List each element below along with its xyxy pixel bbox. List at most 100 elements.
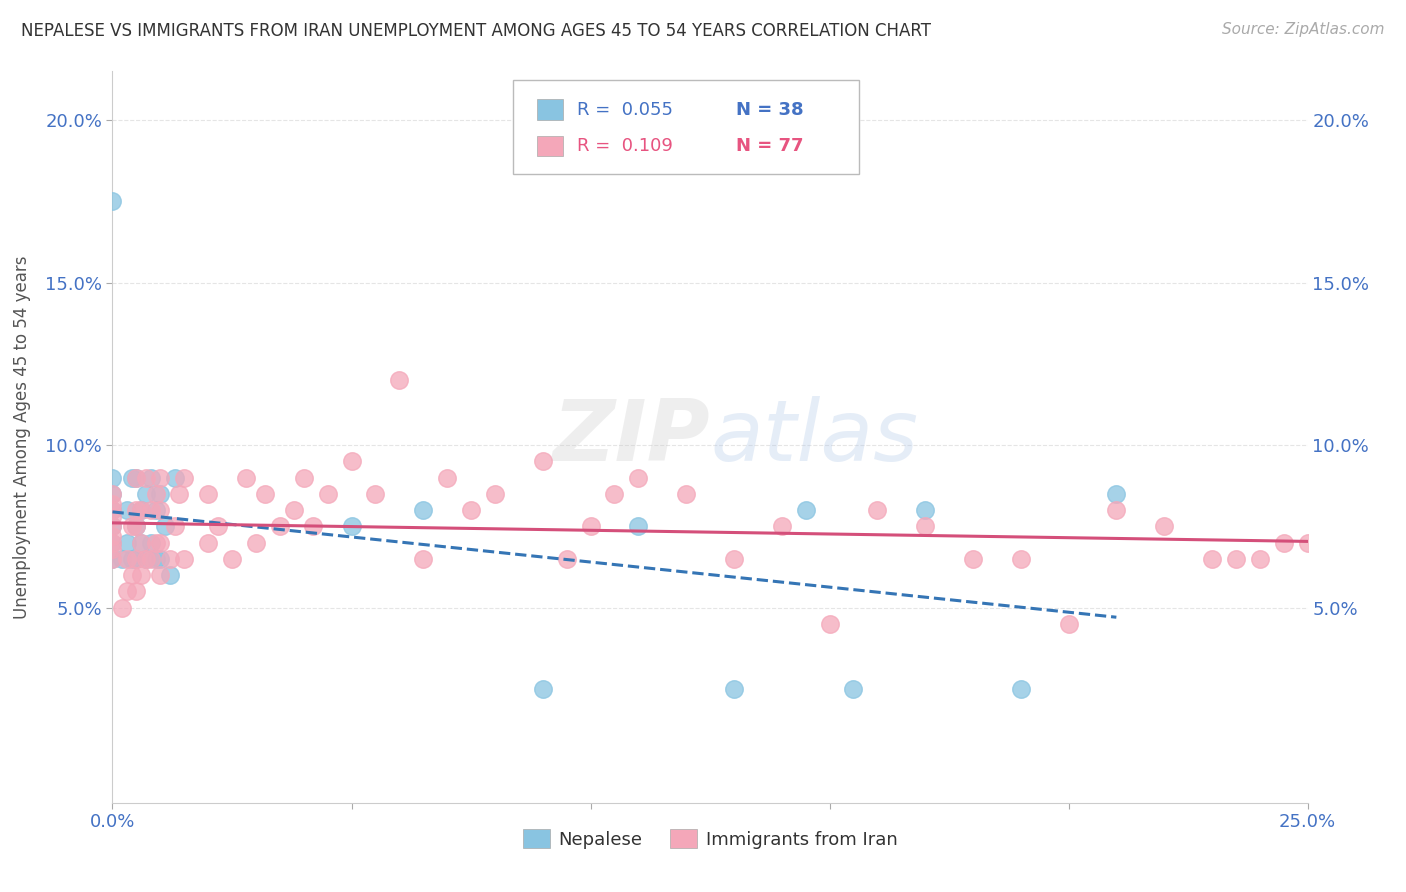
Point — [531, 681, 554, 696]
Point — [129, 568, 152, 582]
Point — [340, 519, 363, 533]
Point — [129, 503, 152, 517]
Point — [197, 535, 219, 549]
Point — [125, 519, 148, 533]
Point — [149, 568, 172, 582]
Point — [1296, 535, 1319, 549]
Point — [962, 552, 984, 566]
Point — [129, 535, 152, 549]
Point — [460, 503, 482, 517]
Point — [145, 503, 167, 517]
Point — [101, 503, 124, 517]
FancyBboxPatch shape — [537, 99, 562, 120]
Point — [197, 487, 219, 501]
Point — [115, 552, 138, 566]
Point — [125, 584, 148, 599]
Point — [135, 471, 157, 485]
Point — [173, 552, 195, 566]
Point — [1105, 487, 1128, 501]
Text: Source: ZipAtlas.com: Source: ZipAtlas.com — [1222, 22, 1385, 37]
Point — [1249, 552, 1271, 566]
Point — [149, 552, 172, 566]
Point — [603, 487, 626, 501]
Point — [139, 471, 162, 485]
Point — [139, 535, 162, 549]
Point — [139, 503, 162, 517]
Point — [129, 503, 152, 517]
Point — [125, 552, 148, 566]
Point — [1272, 535, 1295, 549]
Point — [115, 584, 138, 599]
Point — [1010, 552, 1032, 566]
Point — [149, 535, 172, 549]
Point — [101, 509, 124, 524]
Point — [364, 487, 387, 501]
Point — [1225, 552, 1247, 566]
Point — [101, 503, 124, 517]
Point — [135, 552, 157, 566]
Point — [169, 487, 191, 501]
Text: ZIP: ZIP — [553, 395, 710, 479]
Point — [101, 535, 124, 549]
Point — [292, 471, 315, 485]
Point — [115, 535, 138, 549]
Text: NEPALESE VS IMMIGRANTS FROM IRAN UNEMPLOYMENT AMONG AGES 45 TO 54 YEARS CORRELAT: NEPALESE VS IMMIGRANTS FROM IRAN UNEMPLO… — [21, 22, 931, 40]
Point — [125, 503, 148, 517]
Point — [149, 487, 172, 501]
Point — [436, 471, 458, 485]
Point — [283, 503, 305, 517]
Point — [627, 471, 650, 485]
Point — [101, 487, 124, 501]
Point — [101, 519, 124, 533]
Point — [484, 487, 506, 501]
Point — [627, 519, 650, 533]
Point — [125, 471, 148, 485]
Point — [101, 497, 124, 511]
Point — [139, 552, 162, 566]
Point — [842, 681, 865, 696]
Point — [101, 471, 124, 485]
Legend: Nepalese, Immigrants from Iran: Nepalese, Immigrants from Iran — [515, 822, 905, 856]
Point — [269, 519, 291, 533]
Point — [101, 487, 124, 501]
Point — [111, 552, 134, 566]
Point — [579, 519, 602, 533]
Point — [101, 519, 124, 533]
Point — [302, 519, 325, 533]
Point — [101, 552, 124, 566]
Point — [914, 503, 936, 517]
Point — [101, 535, 124, 549]
Point — [159, 552, 181, 566]
Point — [207, 519, 229, 533]
Point — [1105, 503, 1128, 517]
Point — [531, 454, 554, 468]
Point — [145, 535, 167, 549]
Point — [153, 519, 176, 533]
Point — [145, 552, 167, 566]
Point — [794, 503, 817, 517]
FancyBboxPatch shape — [513, 80, 859, 174]
Point — [1153, 519, 1175, 533]
Y-axis label: Unemployment Among Ages 45 to 54 years: Unemployment Among Ages 45 to 54 years — [13, 255, 31, 619]
Text: N = 77: N = 77 — [737, 137, 804, 155]
Point — [101, 529, 124, 543]
Point — [914, 519, 936, 533]
Point — [1010, 681, 1032, 696]
Text: R =  0.055: R = 0.055 — [578, 101, 673, 119]
Point — [115, 503, 138, 517]
Point — [163, 471, 186, 485]
Point — [163, 519, 186, 533]
Point — [254, 487, 277, 501]
Point — [412, 552, 434, 566]
Point — [235, 471, 257, 485]
Point — [135, 487, 157, 501]
Point — [723, 552, 745, 566]
Point — [173, 471, 195, 485]
Point — [1201, 552, 1223, 566]
Point — [121, 471, 143, 485]
Point — [145, 487, 167, 501]
Point — [135, 552, 157, 566]
Point — [675, 487, 697, 501]
Point — [149, 471, 172, 485]
Point — [101, 542, 124, 557]
